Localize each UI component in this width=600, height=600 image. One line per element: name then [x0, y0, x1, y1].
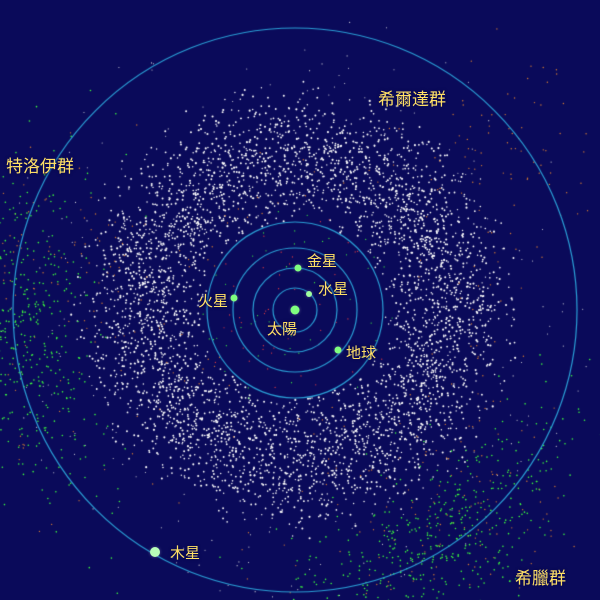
jupiter-dot	[150, 547, 160, 557]
mercury-dot	[306, 291, 312, 297]
earth-dot	[335, 347, 342, 354]
mars-dot	[231, 295, 238, 302]
diagram-canvas	[0, 0, 600, 600]
sun-dot	[291, 306, 300, 315]
venus-dot	[295, 265, 302, 272]
solar-system-diagram: 太陽水星金星地球火星木星希爾達群特洛伊群希臘群	[0, 0, 600, 600]
